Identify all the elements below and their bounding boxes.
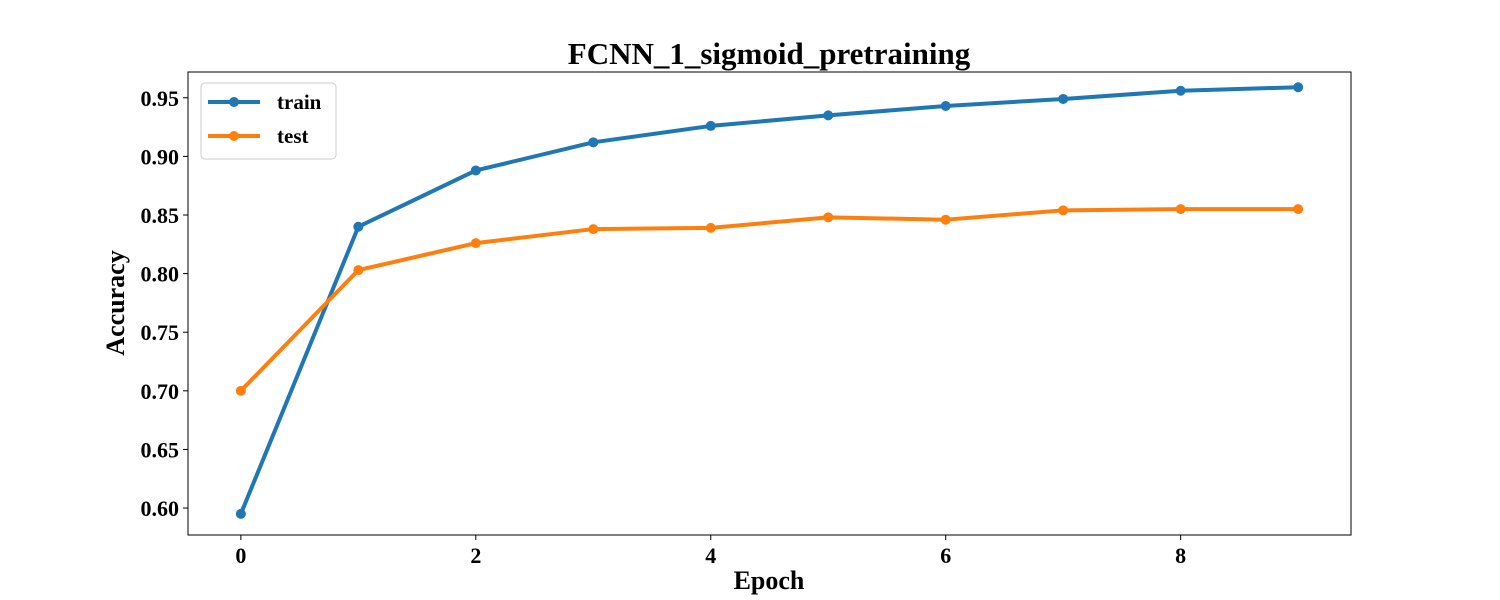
data-point-train bbox=[1175, 85, 1186, 96]
plot-area bbox=[187, 71, 1352, 536]
data-point-test bbox=[588, 224, 599, 235]
x-tick-label: 0 bbox=[235, 543, 246, 568]
data-point-train bbox=[235, 508, 246, 519]
legend: train test bbox=[200, 82, 337, 160]
x-tick-label: 4 bbox=[705, 543, 716, 568]
data-point-test bbox=[940, 214, 951, 225]
series-layer bbox=[235, 82, 1304, 519]
data-point-train bbox=[823, 110, 834, 121]
data-point-train bbox=[588, 137, 599, 148]
y-axis-title: Accuracy bbox=[101, 250, 130, 355]
data-point-train bbox=[470, 165, 481, 176]
x-tick-label: 8 bbox=[1175, 543, 1186, 568]
legend-marker-test bbox=[229, 131, 239, 141]
data-point-test bbox=[823, 212, 834, 223]
data-point-train bbox=[1293, 82, 1304, 93]
data-point-train bbox=[940, 100, 951, 111]
data-point-test bbox=[705, 222, 716, 233]
data-point-test bbox=[353, 265, 364, 276]
data-point-test bbox=[1175, 204, 1186, 215]
x-axis: 0 2 4 6 8 bbox=[235, 535, 1186, 568]
data-point-test bbox=[470, 238, 481, 249]
series-line-train bbox=[238, 85, 1301, 516]
data-point-train bbox=[353, 221, 364, 232]
series-line-test bbox=[238, 207, 1301, 393]
data-point-train bbox=[1058, 93, 1069, 104]
y-tick-label: 0.60 bbox=[141, 496, 180, 521]
x-tick-label: 6 bbox=[940, 543, 951, 568]
data-point-test bbox=[235, 385, 246, 396]
y-tick-label: 0.95 bbox=[141, 86, 180, 111]
x-axis-title: Epoch bbox=[734, 566, 805, 595]
y-tick-label: 0.70 bbox=[141, 379, 180, 404]
data-point-test bbox=[1293, 204, 1304, 215]
legend-label-test: test bbox=[277, 124, 308, 148]
x-tick-label: 2 bbox=[470, 543, 481, 568]
y-tick-label: 0.85 bbox=[141, 203, 180, 228]
data-point-test bbox=[1058, 205, 1069, 216]
y-axis: 0.60 0.65 0.70 0.75 0.80 0.85 0.90 0.95 bbox=[141, 86, 188, 521]
data-point-train bbox=[705, 120, 716, 131]
y-tick-label: 0.90 bbox=[141, 144, 180, 169]
y-tick-label: 0.80 bbox=[141, 262, 180, 287]
y-tick-label: 0.75 bbox=[141, 320, 180, 345]
legend-marker-train bbox=[229, 97, 239, 107]
legend-label-train: train bbox=[277, 90, 322, 114]
y-tick-label: 0.65 bbox=[141, 437, 180, 462]
chart-title: FCNN_1_sigmoid_pretraining bbox=[568, 36, 971, 71]
